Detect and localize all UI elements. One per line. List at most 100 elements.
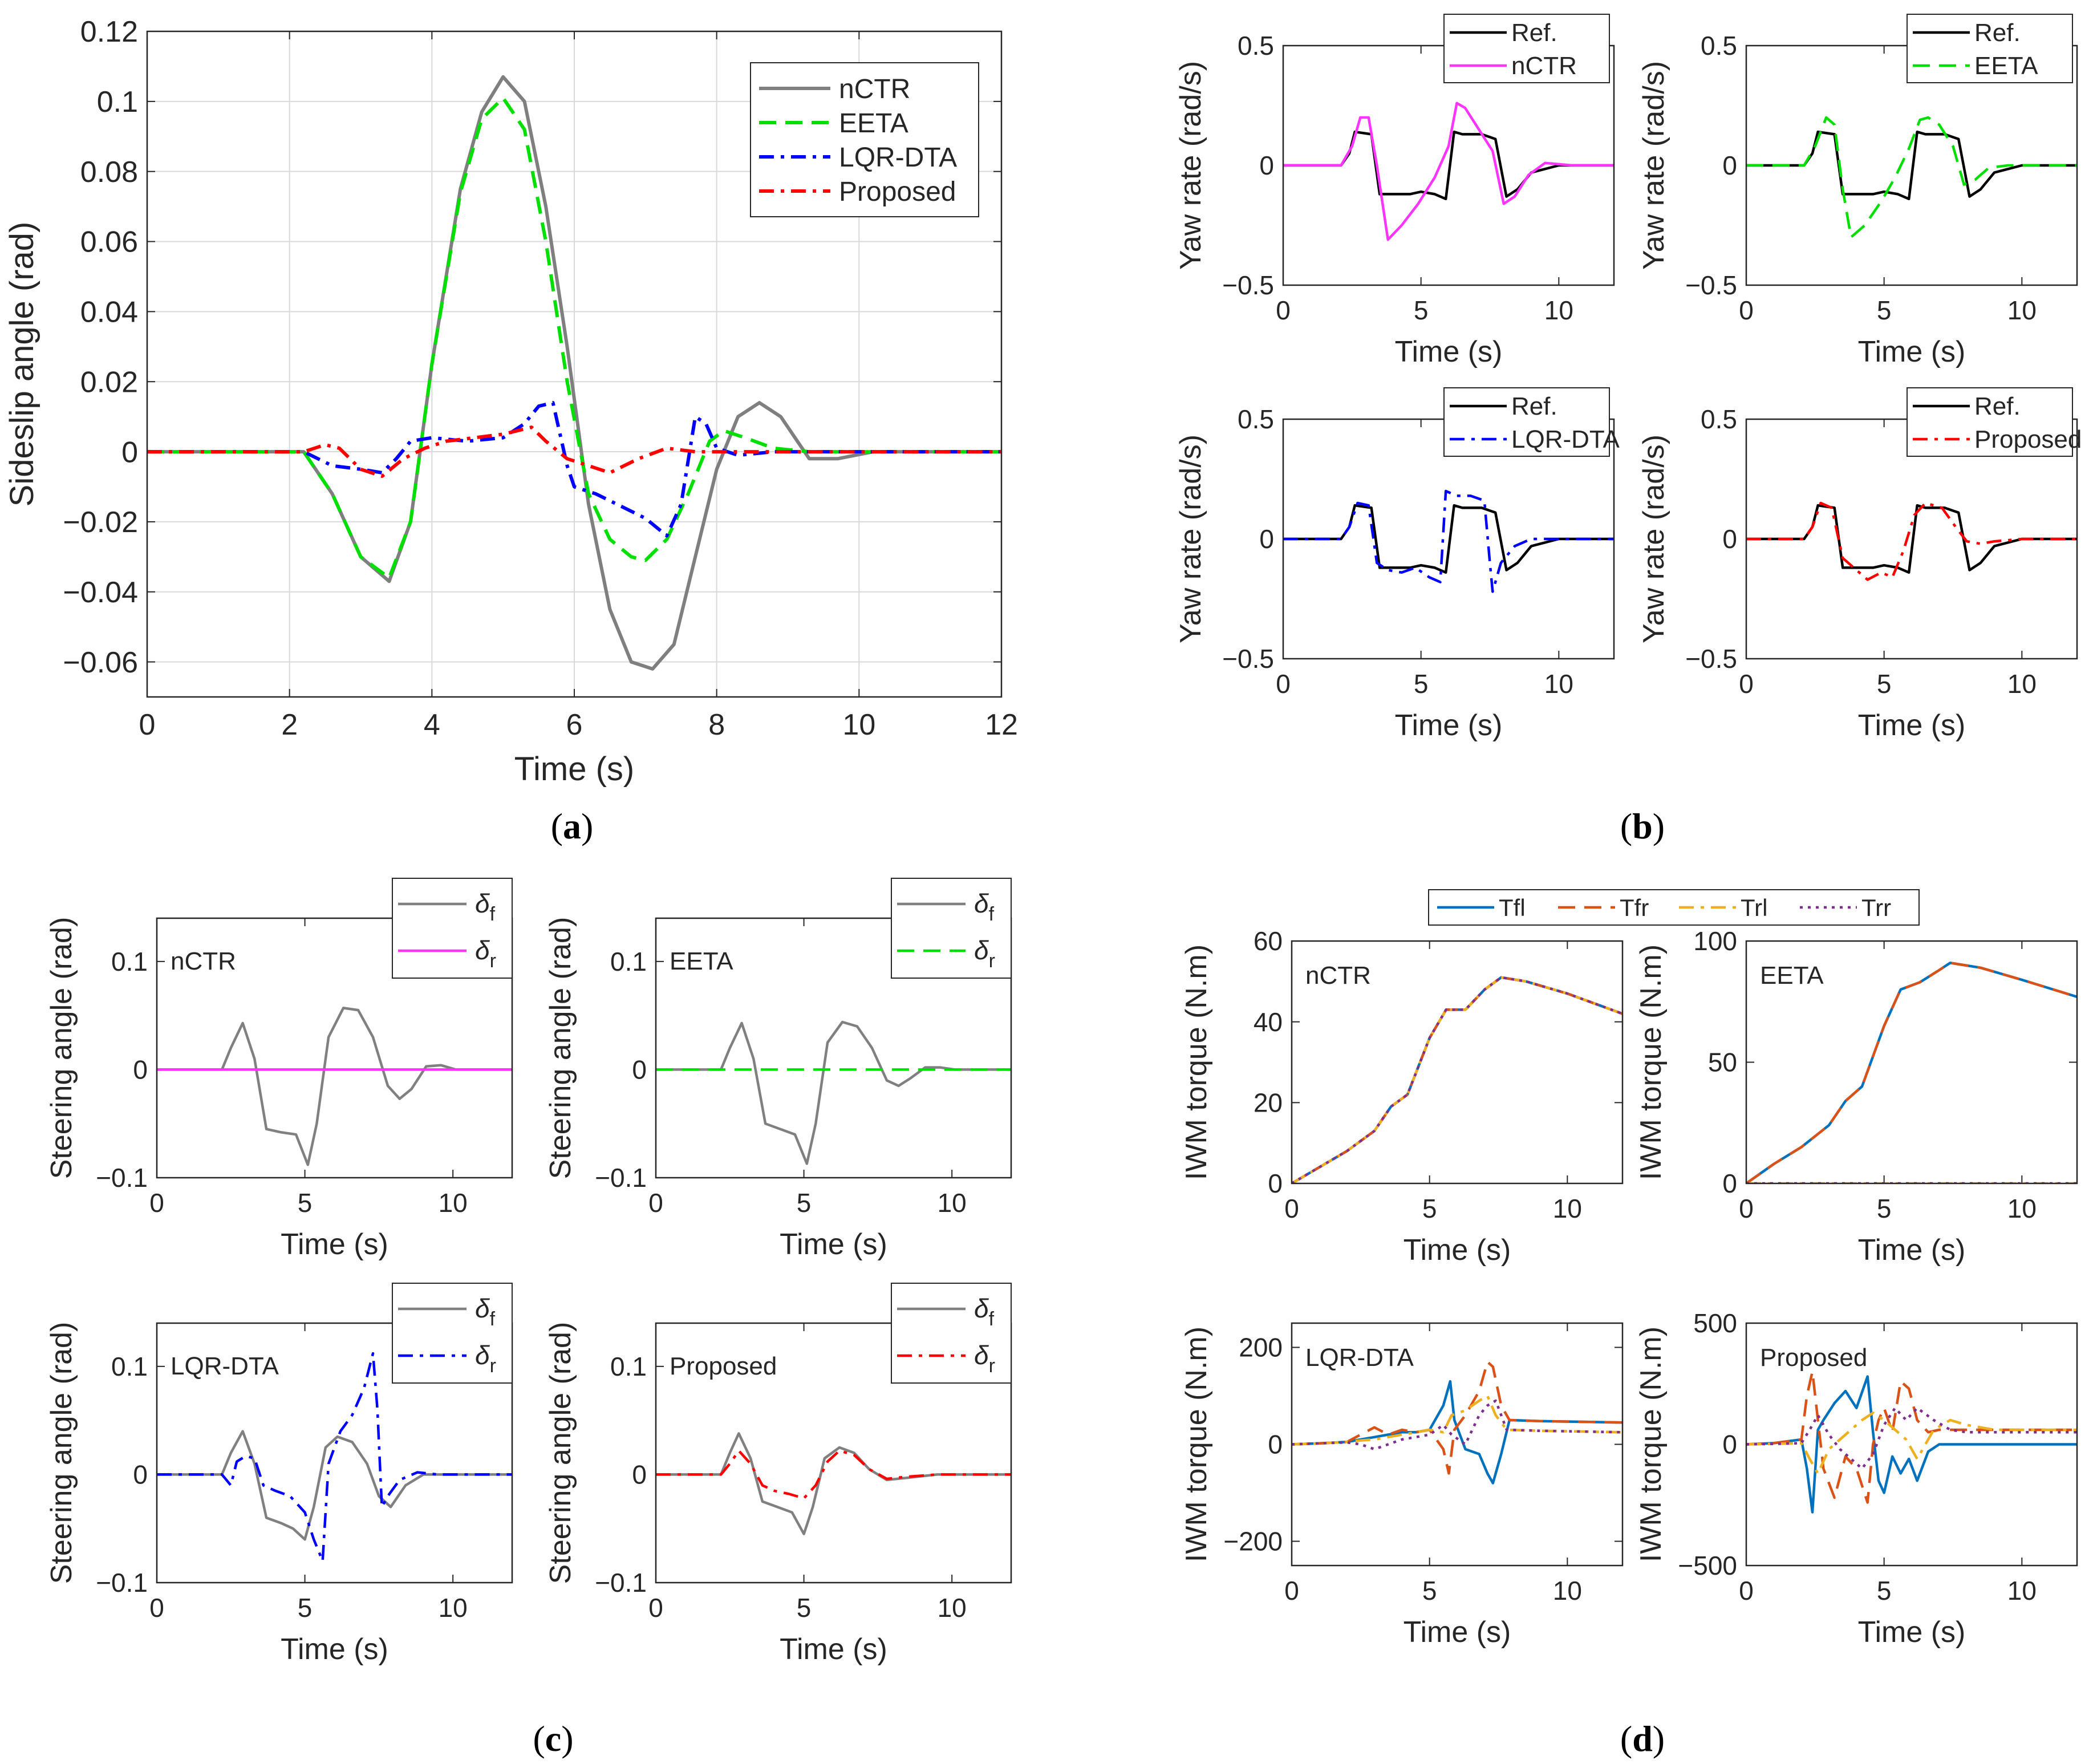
axes-box xyxy=(1291,1322,1624,1567)
panel-label: LQR-DTA xyxy=(171,1352,279,1380)
xtick-label: 10 xyxy=(439,1188,468,1218)
xtick-label: 10 xyxy=(2007,295,2037,325)
xtick-label: 0 xyxy=(1739,1194,1754,1223)
ytick-label: 200 xyxy=(1239,1333,1283,1362)
legend-box xyxy=(392,878,513,979)
series-line-Proposed xyxy=(1746,501,2077,581)
ytick-label: 0 xyxy=(632,1460,647,1490)
ytick-label: −0.1 xyxy=(96,1568,148,1597)
ytick-label: 0 xyxy=(1722,524,1737,554)
ytick-label: −0.5 xyxy=(1222,644,1274,674)
xtick-label: 0 xyxy=(1739,669,1754,699)
x-axis-label: Time (s) xyxy=(1858,335,1966,368)
x-axis-label: Time (s) xyxy=(1858,1616,1966,1649)
xtick-label: 0 xyxy=(1284,1194,1299,1223)
axes-box xyxy=(655,917,1012,1179)
legend-entry-Ref.: Ref. xyxy=(1974,392,2021,420)
ytick-label: 0 xyxy=(1268,1430,1283,1459)
ytick-label: 0 xyxy=(1268,1169,1283,1198)
xtick-label: 10 xyxy=(2007,1576,2037,1605)
xtick-label: 5 xyxy=(1877,295,1892,325)
ytick-label: 0.1 xyxy=(111,1352,148,1381)
ytick-label: 0.1 xyxy=(610,947,647,976)
legend-subscript: f xyxy=(490,1308,496,1330)
series-line-Trl xyxy=(1746,1412,2077,1475)
series-line-Ref. xyxy=(1746,504,2077,574)
legend-subscript: r xyxy=(490,1355,496,1377)
y-axis-label: IWM torque (N.m) xyxy=(1180,944,1213,1180)
series-line-δf xyxy=(157,1430,512,1541)
ytick-label: 0.1 xyxy=(111,947,148,976)
xtick-label: 10 xyxy=(938,1593,967,1623)
xtick-label: 5 xyxy=(797,1188,812,1218)
xtick-label: 0 xyxy=(149,1188,164,1218)
xtick-label: 5 xyxy=(1414,295,1429,325)
xtick-label: 0 xyxy=(648,1593,663,1623)
legend-box-d xyxy=(1428,889,1920,926)
caption-d: (d) xyxy=(1620,1718,1665,1759)
xtick-label: 2 xyxy=(281,708,298,741)
ytick-label: 0 xyxy=(1259,524,1274,554)
ytick-label: −0.02 xyxy=(63,506,138,539)
x-axis-label: Time (s) xyxy=(514,751,634,788)
legend-box xyxy=(1907,387,2073,457)
series-line-Trr xyxy=(1746,1406,2077,1470)
xtick-label: 5 xyxy=(797,1593,812,1623)
legend-entry-Ref.: Ref. xyxy=(1511,392,1557,420)
xtick-label: 0 xyxy=(1739,295,1754,325)
axes-box xyxy=(1745,940,2078,1185)
y-axis-label: Sideslip angle (rad) xyxy=(3,222,40,507)
xtick-label: 0 xyxy=(1276,295,1291,325)
ytick-label: 0.02 xyxy=(80,366,138,399)
series-line-Tfr xyxy=(1292,1360,1622,1475)
y-axis-label: Yaw rate (rad/s) xyxy=(1637,61,1670,270)
legend-subscript: r xyxy=(989,1355,995,1377)
y-axis-label: IWM torque (N.m) xyxy=(1180,1327,1213,1562)
xtick-label: 10 xyxy=(938,1188,967,1218)
x-axis-label: Time (s) xyxy=(281,1228,388,1261)
series-line-δr xyxy=(656,1449,1011,1500)
x-axis-label: Time (s) xyxy=(1395,335,1503,368)
ytick-label: 0.04 xyxy=(80,296,138,329)
caption-a: (a) xyxy=(551,806,594,846)
ytick-label: −0.5 xyxy=(1685,644,1737,674)
axes-box xyxy=(1291,940,1624,1185)
x-axis-label: Time (s) xyxy=(1404,1616,1511,1649)
ytick-label: 0 xyxy=(1722,1430,1737,1459)
y-axis-label: Steering angle (rad) xyxy=(544,1322,577,1584)
legend-subscript: f xyxy=(989,1308,995,1330)
panel-label: LQR-DTA xyxy=(1305,1344,1414,1372)
ytick-label: 0.06 xyxy=(80,226,138,259)
xtick-label: 5 xyxy=(1422,1194,1437,1223)
plot-area-d3 xyxy=(1292,1323,1622,1566)
ytick-label: 0.5 xyxy=(1238,404,1274,434)
legend-box xyxy=(1443,387,1610,457)
series-line-LQR-DTA xyxy=(147,401,1001,538)
axes-box xyxy=(146,30,1003,698)
legend-subscript: f xyxy=(989,903,995,925)
panel-label: nCTR xyxy=(171,947,236,975)
ytick-label: 40 xyxy=(1254,1007,1283,1037)
legend-entry-LQR-DTA: LQR-DTA xyxy=(1511,425,1620,453)
legend-entry-nCTR: nCTR xyxy=(839,74,910,104)
series-line-Proposed xyxy=(147,425,1001,478)
xtick-label: 10 xyxy=(1553,1194,1582,1223)
y-axis-label: Steering angle (rad) xyxy=(45,1322,78,1584)
panel-label: nCTR xyxy=(1305,962,1371,990)
ytick-label: −0.5 xyxy=(1685,270,1737,300)
legend-subscript: r xyxy=(490,950,496,972)
ytick-label: 0.12 xyxy=(80,15,138,48)
ytick-label: 0 xyxy=(632,1055,647,1085)
series-line-Ref. xyxy=(1283,130,1614,201)
ytick-label: 0.1 xyxy=(97,86,138,119)
axes-box xyxy=(1745,1322,2078,1567)
legend-box xyxy=(1443,14,1610,83)
chart-a: 0 2 4 6 8 10 12 −0.06 −0.04 −0.02 0 0.02 0.04 0.06 0.0… xyxy=(3,15,1018,788)
ytick-label: 50 xyxy=(1708,1048,1737,1077)
